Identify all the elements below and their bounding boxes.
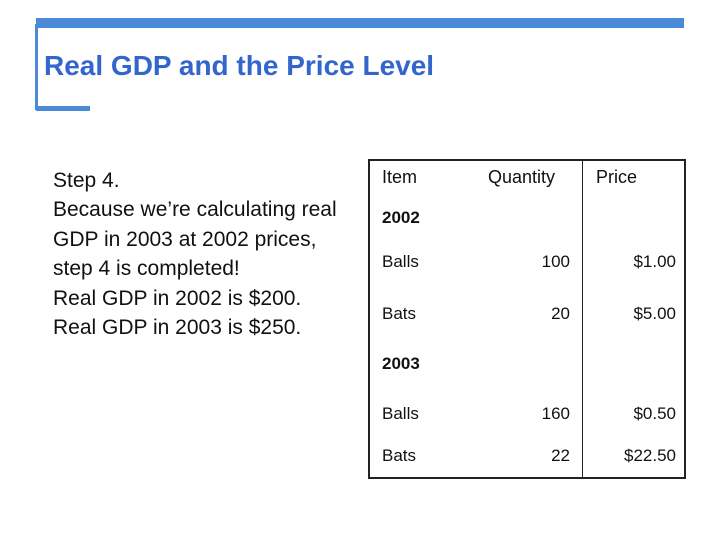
table-cell-item: Bats bbox=[382, 304, 417, 323]
body-line-gdp-2003: Real GDP in 2003 is $250. bbox=[53, 315, 302, 339]
header-quantity: Quantity bbox=[488, 167, 556, 187]
table-cell-quantity: 160 bbox=[541, 404, 570, 423]
table-cell-price: $0.50 bbox=[633, 404, 676, 423]
table-cell-item: Bats bbox=[382, 446, 417, 465]
table-cell-quantity: 20 bbox=[551, 304, 570, 323]
year-label-2003: 2003 bbox=[382, 354, 420, 373]
body-line-step: Step 4. bbox=[53, 169, 120, 192]
year-label-2002: 2002 bbox=[382, 208, 420, 227]
frame-top-bar bbox=[36, 18, 684, 28]
table-cell-item: Balls bbox=[382, 252, 419, 271]
header-item: Item bbox=[382, 167, 418, 187]
table-cell-price: $22.50 bbox=[624, 446, 676, 465]
header-price: Price bbox=[596, 167, 638, 187]
table-divider bbox=[582, 161, 583, 477]
table-cell-price: $1.00 bbox=[633, 252, 676, 271]
frame-left-bar bbox=[35, 24, 38, 110]
frame-bottom-bar bbox=[36, 106, 90, 111]
body-text: Step 4. Because we’re calculating real G… bbox=[53, 166, 358, 342]
table-cell-price: $5.00 bbox=[633, 304, 676, 323]
body-line-gdp-2002: Real GDP in 2002 is $200. bbox=[53, 286, 302, 310]
table-cell-item: Balls bbox=[382, 404, 419, 423]
slide-title: Real GDP and the Price Level bbox=[44, 50, 435, 81]
gdp-table: Item Quantity Price 2002 Balls 100 $1.00… bbox=[368, 159, 686, 479]
table-cell-quantity: 22 bbox=[551, 446, 570, 465]
body-line-explanation: Because we’re calculating real GDP in 20… bbox=[53, 198, 337, 281]
table-cell-quantity: 100 bbox=[541, 252, 570, 271]
